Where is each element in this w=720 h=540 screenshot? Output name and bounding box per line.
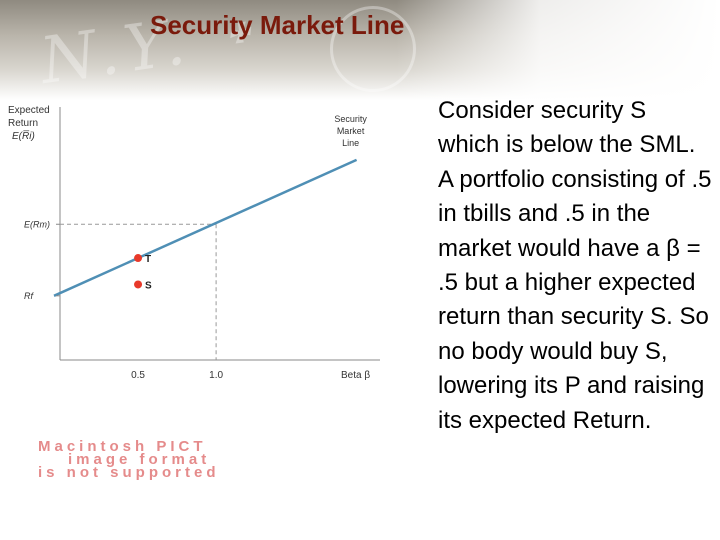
point-label-t: T [145,254,151,265]
x-tick-label-1.0: 1.0 [209,370,223,381]
sml-chart: Expected Return E(R̅i) Security Market Lin… [8,105,380,381]
unsupported-image-placeholder: Macintosh PICT image format is not suppo… [38,438,220,481]
sml-line [53,158,358,297]
y-tick-label-erm: E(Rm) [24,219,50,229]
y-axis-label-line-2: Return [8,118,38,129]
header-banner: N.Y. ᛭ [0,0,720,100]
y-axis-label-line-3: E(R̅i) [12,130,35,142]
y-tick-label-rf: Rf [24,291,34,301]
x-axis-label: Beta β [341,370,370,381]
point-s [134,280,143,289]
slide-title: Security Market Line [150,10,405,40]
point-t [134,254,143,263]
point-label-s: S [145,280,152,291]
y-axis-label-line-1: Expected [8,105,50,116]
slide-body-text: Consider security S which is below the S… [438,97,712,434]
sml-label-line-2: Market [337,126,365,136]
sml-label-line-3: Line [342,138,359,148]
sml-label-line-1: Security [334,114,367,124]
x-tick-label-0.5: 0.5 [131,370,145,381]
